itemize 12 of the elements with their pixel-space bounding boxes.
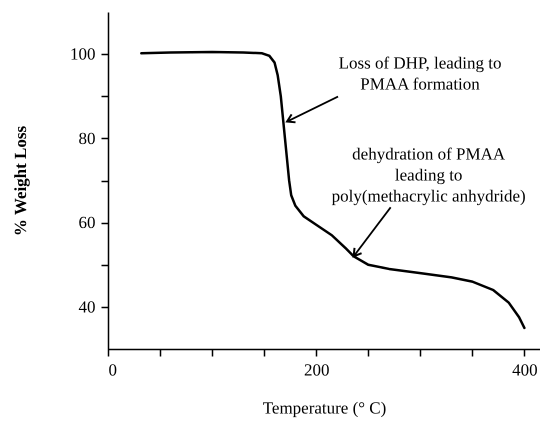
x-tick-label: 0 <box>108 360 117 380</box>
annotation: dehydration of PMAA leading to poly(methacrylic anhydride) <box>332 144 526 206</box>
x-tick-label: 200 <box>304 360 330 380</box>
y-tick-label: 100 <box>70 44 96 64</box>
y-tick-label: 40 <box>78 297 96 316</box>
y-tick-label: 80 <box>78 128 96 148</box>
annotation: Loss of DHP, leading to PMAA formation <box>338 54 502 94</box>
y-tick-label: 60 <box>78 213 96 232</box>
x-axis-title: Temperature (° C) <box>262 398 386 418</box>
y-axis-title: % Weight Loss <box>11 126 30 236</box>
x-tick-label: 400 <box>512 360 538 380</box>
line-series <box>140 50 526 330</box>
